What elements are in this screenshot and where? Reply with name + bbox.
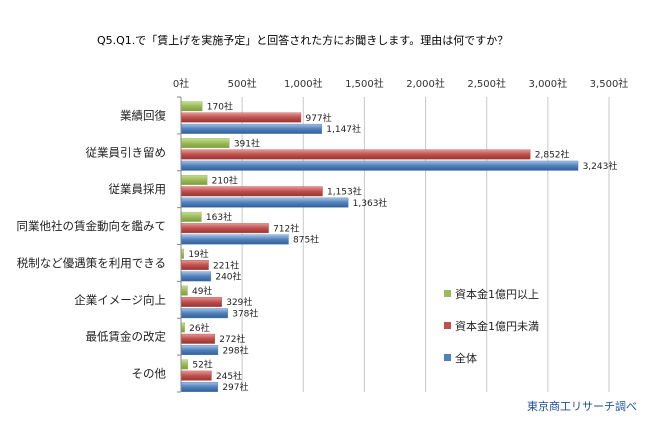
data-label: 170社 <box>207 101 233 113</box>
data-label: 210社 <box>212 174 238 186</box>
grid <box>177 96 610 393</box>
x-tick-label: 3,000社 <box>529 77 568 90</box>
bar <box>181 186 323 197</box>
legend-label: 資本金1億円未満 <box>455 319 539 333</box>
legend-swatch <box>444 354 451 361</box>
data-label: 3,243社 <box>583 160 618 172</box>
bar <box>181 322 185 333</box>
chart-title: Q5.Q1.で「賃上げを実施予定」と回答された方にお聞きします。理由は何ですか？ <box>97 33 508 47</box>
data-label: 19社 <box>188 248 208 260</box>
data-label: 272社 <box>219 333 245 345</box>
data-label: 52社 <box>192 359 212 371</box>
data-label: 391社 <box>234 137 260 149</box>
bar <box>181 175 208 185</box>
x-tick-label: 0社 <box>173 77 189 90</box>
legend-label: 全体 <box>455 351 477 365</box>
data-label: 1,153社 <box>327 186 362 198</box>
data-label: 49社 <box>192 285 212 297</box>
legend-label: 資本金1億円以上 <box>455 287 539 301</box>
data-label: 1,363社 <box>353 197 388 209</box>
bar <box>181 285 188 296</box>
bar <box>181 370 212 381</box>
x-tick-label: 3,500社 <box>590 77 629 90</box>
source-note: 東京商工リサーチ調べ <box>527 399 637 413</box>
category-labels: 業績回復従業員引き留め従業員採用同業他社の賃金動向を鑑みて税制など優遇策を利用で… <box>17 108 167 380</box>
data-label: 26社 <box>189 322 209 334</box>
bar <box>181 333 215 344</box>
category-label: 最低賃金の改定 <box>86 330 167 344</box>
bar <box>181 382 219 392</box>
x-tick-label: 2,000社 <box>406 77 445 90</box>
data-label: 240社 <box>215 271 241 283</box>
bar <box>181 308 228 319</box>
x-tick-label: 1,000社 <box>284 77 323 90</box>
bars <box>181 101 579 392</box>
category-label: 税制など優遇策を利用できる <box>17 256 166 270</box>
data-label: 329社 <box>226 296 252 308</box>
data-label: 712社 <box>273 222 299 234</box>
data-label: 297社 <box>222 381 248 393</box>
data-label: 2,852社 <box>535 149 570 161</box>
bar <box>181 123 322 134</box>
bar <box>181 149 531 160</box>
category-label: 業績回復 <box>120 108 166 122</box>
data-label: 298社 <box>222 344 248 356</box>
bar <box>181 101 203 112</box>
x-tick-label: 1,500社 <box>345 77 384 90</box>
bar <box>181 260 209 270</box>
bar <box>181 160 579 171</box>
bar <box>181 296 222 307</box>
bar <box>181 271 212 282</box>
data-label: 977社 <box>305 112 331 124</box>
bar <box>181 248 185 259</box>
legend-swatch <box>444 290 451 297</box>
x-axis-ticks: 0社 500社 1,000社 1,500社 2,000社 2,500社 3,000社 3,50… <box>173 77 629 90</box>
category-label: 従業員採用 <box>109 182 167 196</box>
data-label: 378社 <box>232 307 258 319</box>
bar <box>181 223 269 234</box>
category-label: 企業イメージ向上 <box>74 293 166 307</box>
bar <box>181 211 202 222</box>
data-label: 221社 <box>213 259 239 271</box>
bar <box>181 234 289 245</box>
data-label: 163社 <box>206 211 232 223</box>
x-tick-label: 2,500社 <box>467 77 506 90</box>
data-label: 1,147社 <box>326 123 361 135</box>
x-tick-label: 500社 <box>228 77 257 90</box>
category-label: 同業他社の賃金動向を鑑みて <box>17 219 167 233</box>
category-label: その他 <box>132 367 167 381</box>
bar <box>181 359 189 370</box>
data-label: 875社 <box>293 234 319 246</box>
legend-swatch <box>444 322 451 329</box>
bar <box>181 112 302 123</box>
category-label: 従業員引き留め <box>86 145 167 159</box>
bar <box>181 138 230 149</box>
bar <box>181 345 219 356</box>
data-label: 245社 <box>216 370 242 382</box>
bar <box>181 197 349 208</box>
